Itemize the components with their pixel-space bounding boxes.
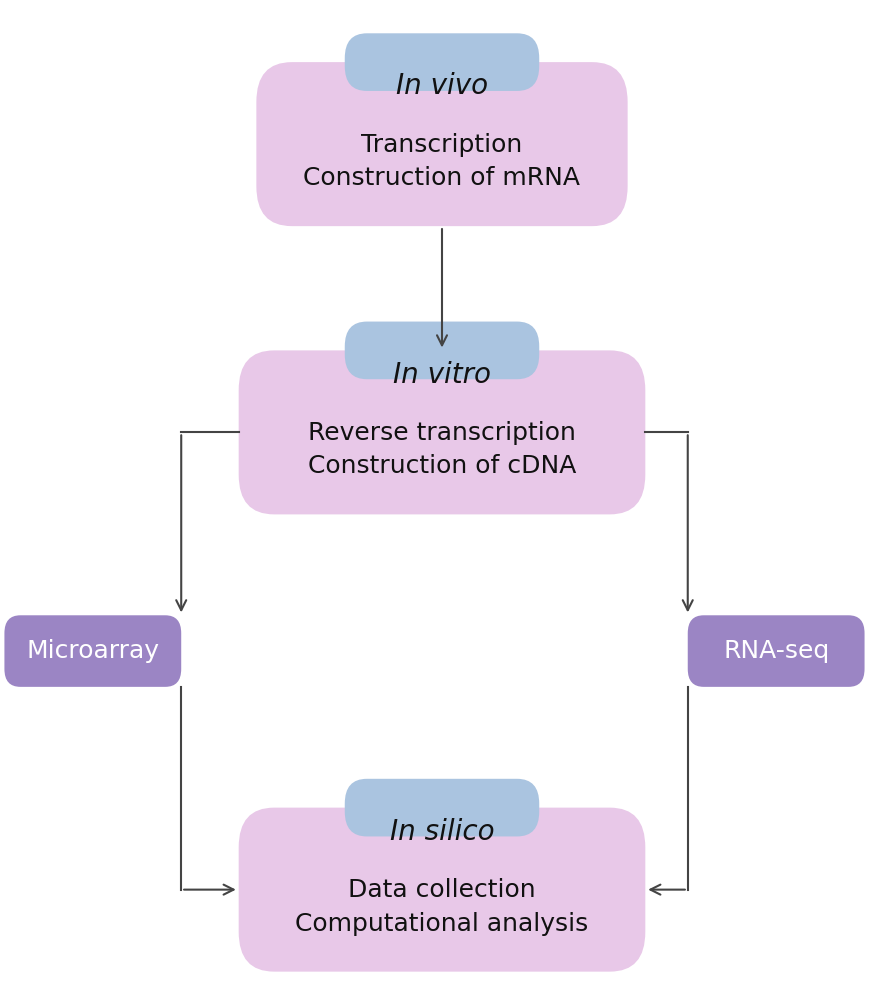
Text: In silico: In silico — [390, 818, 494, 846]
Text: Transcription
Construction of mRNA: Transcription Construction of mRNA — [303, 132, 581, 190]
Text: Reverse transcription
Construction of cDNA: Reverse transcription Construction of cD… — [308, 420, 576, 478]
FancyBboxPatch shape — [345, 322, 539, 380]
FancyBboxPatch shape — [345, 779, 539, 837]
FancyBboxPatch shape — [239, 807, 645, 972]
Text: In vivo: In vivo — [396, 73, 488, 100]
Text: Microarray: Microarray — [27, 639, 159, 663]
FancyBboxPatch shape — [688, 615, 865, 687]
FancyBboxPatch shape — [239, 351, 645, 515]
FancyBboxPatch shape — [4, 615, 181, 687]
FancyBboxPatch shape — [345, 33, 539, 91]
FancyBboxPatch shape — [256, 62, 628, 227]
Text: Data collection
Computational analysis: Data collection Computational analysis — [295, 878, 589, 935]
Text: In vitro: In vitro — [393, 361, 491, 389]
Text: RNA-seq: RNA-seq — [723, 639, 829, 663]
